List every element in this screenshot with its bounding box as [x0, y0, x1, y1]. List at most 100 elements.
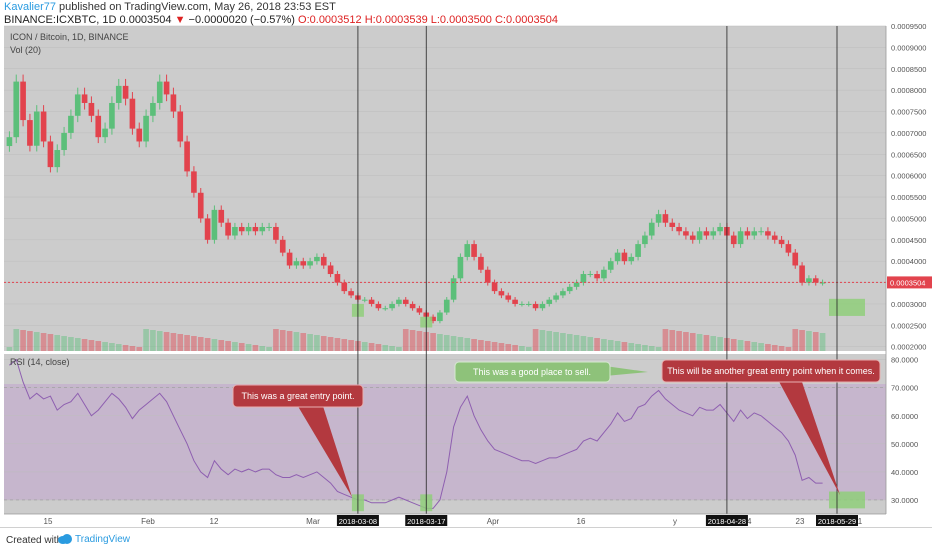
time-tick-label: 12	[210, 517, 219, 526]
volume-bar	[587, 337, 594, 351]
volume-bar	[402, 329, 409, 351]
volume-bar	[621, 342, 628, 351]
price-tick-label: 0.0009500	[891, 22, 926, 31]
volume-bar	[416, 331, 423, 351]
candle	[744, 231, 751, 236]
author-link[interactable]: Kavalier77	[4, 1, 56, 13]
volume-bar	[266, 347, 272, 351]
candle	[341, 282, 348, 292]
candle	[334, 274, 341, 283]
marker-lines	[357, 26, 838, 514]
created-with-label: Created with	[6, 535, 63, 546]
volume-bar	[361, 342, 368, 351]
candles	[6, 74, 826, 324]
candle	[225, 222, 231, 236]
volume-bar	[812, 332, 819, 351]
candle	[765, 231, 771, 236]
volume-bar	[307, 334, 313, 351]
candle	[232, 226, 238, 236]
volume-bar	[580, 336, 587, 351]
volume-bar	[129, 346, 136, 351]
candle	[327, 265, 334, 275]
candle	[382, 308, 389, 310]
volume-bar	[163, 332, 170, 351]
volume-bar	[40, 333, 47, 351]
annotation-entry1: This was a great entry point.	[232, 384, 364, 497]
volume-bar	[327, 337, 334, 351]
candle	[525, 303, 532, 305]
candle	[539, 303, 546, 309]
volume-bar	[81, 339, 88, 351]
candle	[54, 150, 61, 168]
price-tick-label: 0.0007500	[891, 108, 926, 117]
volume-bar	[314, 335, 320, 351]
rsi-line	[9, 358, 823, 509]
price-tick-label: 0.0002500	[891, 321, 926, 330]
price-tick-label: 0.0009000	[891, 43, 926, 52]
volume-bar	[170, 333, 177, 351]
volume-bar	[197, 337, 204, 351]
volume-bar	[730, 339, 737, 351]
volume-bar	[696, 334, 703, 351]
volume-bar	[88, 340, 95, 351]
volume-bar	[245, 344, 252, 351]
last-price-tag	[887, 276, 932, 289]
candle	[628, 256, 635, 262]
future-entry-zone	[829, 491, 865, 509]
rsi-title: RSI (14, close)	[10, 357, 70, 367]
volume-bar	[614, 341, 621, 351]
candle	[218, 209, 225, 223]
candle	[437, 312, 443, 322]
publish-line: Kavalier77 published on TradingView.com,…	[4, 1, 336, 13]
candle	[587, 274, 594, 276]
candle	[68, 115, 74, 133]
volume-bar	[778, 346, 785, 351]
volume-bar	[546, 331, 553, 351]
volume-bar	[156, 331, 163, 351]
volume-bar	[389, 346, 395, 351]
candle	[61, 132, 67, 151]
candle	[409, 303, 416, 309]
rsi-axis: 80.0000 70.0000 60.0000 50.0000 40.0000 30.00…	[891, 356, 918, 505]
date-marker-label: 2018-04-28	[708, 517, 746, 526]
volume-bar	[566, 334, 573, 351]
volume-bar	[95, 341, 102, 351]
candle	[293, 261, 300, 266]
candle	[498, 291, 505, 296]
price-tick-label: 0.0003000	[891, 300, 926, 309]
candle	[197, 192, 204, 219]
candle	[580, 274, 587, 283]
volume-bar	[498, 343, 505, 351]
candle	[450, 278, 457, 300]
volume-bar	[819, 333, 826, 351]
candle	[771, 235, 778, 240]
candle	[566, 286, 573, 292]
candle	[156, 81, 163, 103]
volume-bar	[74, 338, 81, 351]
volume-bar	[443, 335, 450, 351]
volume-bar	[102, 342, 108, 351]
volume-bar	[27, 331, 33, 351]
volume-bar	[109, 343, 115, 351]
candle	[443, 299, 450, 313]
candle	[594, 274, 600, 279]
candle	[389, 303, 395, 309]
down-arrow-icon: ▼	[174, 14, 186, 26]
candle	[375, 303, 382, 309]
volume-bar	[505, 344, 512, 351]
candle	[553, 295, 559, 300]
volume-bar	[464, 338, 471, 351]
volume-bar	[122, 345, 129, 351]
candle	[252, 226, 259, 232]
volume-bar	[635, 344, 641, 351]
candle	[532, 303, 539, 309]
last-price-label: 0.0003504	[890, 278, 925, 287]
volume-bar	[191, 336, 197, 351]
candle	[696, 231, 703, 240]
time-tick-label: Mar	[306, 517, 320, 526]
cloud-icon	[58, 534, 72, 545]
volume-bar	[573, 335, 580, 351]
candle	[348, 291, 354, 296]
candle	[573, 282, 580, 287]
tradingview-logo[interactable]: TradingView	[58, 534, 130, 545]
